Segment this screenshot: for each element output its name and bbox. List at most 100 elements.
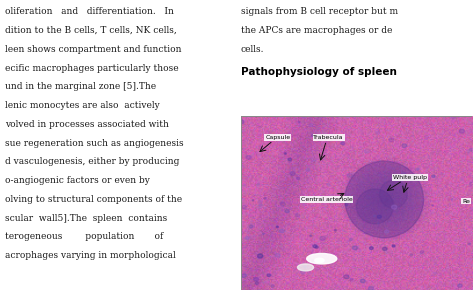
Circle shape bbox=[459, 129, 465, 133]
Circle shape bbox=[242, 205, 247, 209]
Circle shape bbox=[315, 246, 318, 248]
Text: acrophages varying in morphological: acrophages varying in morphological bbox=[5, 251, 175, 260]
Circle shape bbox=[264, 197, 266, 199]
Circle shape bbox=[311, 158, 316, 161]
Circle shape bbox=[331, 199, 333, 200]
Circle shape bbox=[245, 236, 249, 239]
Circle shape bbox=[258, 201, 261, 203]
Circle shape bbox=[313, 245, 317, 248]
Text: White pulp: White pulp bbox=[392, 175, 427, 180]
Circle shape bbox=[279, 229, 284, 233]
Circle shape bbox=[242, 274, 246, 277]
Circle shape bbox=[392, 245, 395, 247]
Circle shape bbox=[239, 120, 244, 124]
Text: dition to the B cells, T cells, NK cells,: dition to the B cells, T cells, NK cells… bbox=[5, 26, 176, 35]
Circle shape bbox=[246, 155, 251, 159]
Circle shape bbox=[432, 205, 434, 206]
Circle shape bbox=[451, 199, 453, 200]
Circle shape bbox=[392, 205, 397, 209]
Text: terogeneous        population       of: terogeneous population of bbox=[5, 232, 163, 241]
Circle shape bbox=[288, 158, 292, 161]
Text: Pathophysiology of spleen: Pathophysiology of spleen bbox=[241, 67, 397, 77]
Circle shape bbox=[467, 151, 470, 153]
Text: oliferation   and   differentiation.   In: oliferation and differentiation. In bbox=[5, 7, 173, 16]
Circle shape bbox=[328, 184, 330, 186]
Text: Central arteriole: Central arteriole bbox=[301, 197, 352, 202]
Circle shape bbox=[275, 253, 280, 257]
Text: volved in processes associated with: volved in processes associated with bbox=[5, 120, 169, 129]
Circle shape bbox=[257, 183, 259, 185]
Circle shape bbox=[402, 144, 407, 148]
Ellipse shape bbox=[298, 264, 314, 271]
Circle shape bbox=[290, 172, 295, 176]
Circle shape bbox=[383, 247, 387, 251]
Circle shape bbox=[254, 277, 259, 281]
Circle shape bbox=[310, 124, 313, 126]
Circle shape bbox=[267, 274, 271, 277]
Circle shape bbox=[303, 116, 306, 118]
Circle shape bbox=[263, 233, 264, 234]
Circle shape bbox=[320, 236, 326, 240]
Circle shape bbox=[462, 200, 465, 202]
Text: Trabecula: Trabecula bbox=[313, 135, 344, 140]
Circle shape bbox=[249, 225, 253, 228]
Circle shape bbox=[469, 148, 473, 151]
Circle shape bbox=[469, 182, 474, 185]
Circle shape bbox=[360, 279, 365, 283]
Circle shape bbox=[410, 254, 413, 256]
Text: the APCs are macrophages or de: the APCs are macrophages or de bbox=[241, 26, 392, 35]
Text: Re: Re bbox=[462, 199, 470, 204]
Circle shape bbox=[416, 168, 419, 170]
Text: scular  wall5].The  spleen  contains: scular wall5].The spleen contains bbox=[5, 214, 167, 223]
Circle shape bbox=[295, 214, 300, 217]
Text: Capsule: Capsule bbox=[265, 135, 291, 140]
Circle shape bbox=[377, 222, 379, 224]
Circle shape bbox=[365, 149, 369, 153]
Circle shape bbox=[353, 246, 357, 250]
Circle shape bbox=[257, 254, 263, 258]
Text: o-angiogenic factors or even by: o-angiogenic factors or even by bbox=[5, 176, 150, 185]
Circle shape bbox=[304, 266, 306, 268]
Circle shape bbox=[271, 285, 274, 287]
Text: olving to structural components of the: olving to structural components of the bbox=[5, 195, 182, 204]
Text: cells.: cells. bbox=[241, 45, 264, 54]
Circle shape bbox=[306, 168, 310, 171]
Circle shape bbox=[350, 278, 353, 281]
Circle shape bbox=[335, 229, 336, 231]
Circle shape bbox=[384, 230, 389, 233]
Ellipse shape bbox=[380, 180, 407, 208]
Text: signals from B cell receptor but m: signals from B cell receptor but m bbox=[241, 7, 398, 16]
Circle shape bbox=[284, 153, 286, 154]
Circle shape bbox=[255, 282, 259, 285]
Circle shape bbox=[301, 270, 305, 274]
Circle shape bbox=[310, 235, 312, 236]
Text: sue regeneration such as angiogenesis: sue regeneration such as angiogenesis bbox=[5, 139, 183, 148]
Text: lenic monocytes are also  actively: lenic monocytes are also actively bbox=[5, 101, 159, 110]
Circle shape bbox=[298, 121, 300, 122]
Text: leen shows compartment and function: leen shows compartment and function bbox=[5, 45, 181, 54]
Circle shape bbox=[347, 173, 352, 177]
Text: ecific macrophages particularly those: ecific macrophages particularly those bbox=[5, 64, 178, 73]
Text: und in the marginal zone [5].The: und in the marginal zone [5].The bbox=[5, 82, 156, 91]
Circle shape bbox=[276, 226, 278, 228]
Circle shape bbox=[285, 209, 289, 213]
Circle shape bbox=[368, 287, 374, 291]
Circle shape bbox=[432, 175, 435, 178]
Circle shape bbox=[344, 275, 349, 279]
Ellipse shape bbox=[315, 258, 324, 263]
Circle shape bbox=[377, 215, 382, 218]
Circle shape bbox=[341, 142, 345, 145]
Ellipse shape bbox=[356, 189, 393, 224]
Circle shape bbox=[311, 134, 313, 136]
Circle shape bbox=[345, 204, 348, 206]
Circle shape bbox=[374, 215, 376, 217]
Text: d vasculogenesis, either by producing: d vasculogenesis, either by producing bbox=[5, 157, 179, 166]
Circle shape bbox=[297, 177, 300, 180]
Ellipse shape bbox=[345, 161, 424, 238]
Circle shape bbox=[311, 260, 314, 262]
Circle shape bbox=[349, 239, 352, 241]
Circle shape bbox=[458, 284, 462, 287]
Circle shape bbox=[389, 138, 394, 142]
Circle shape bbox=[259, 204, 262, 207]
Ellipse shape bbox=[307, 253, 337, 264]
